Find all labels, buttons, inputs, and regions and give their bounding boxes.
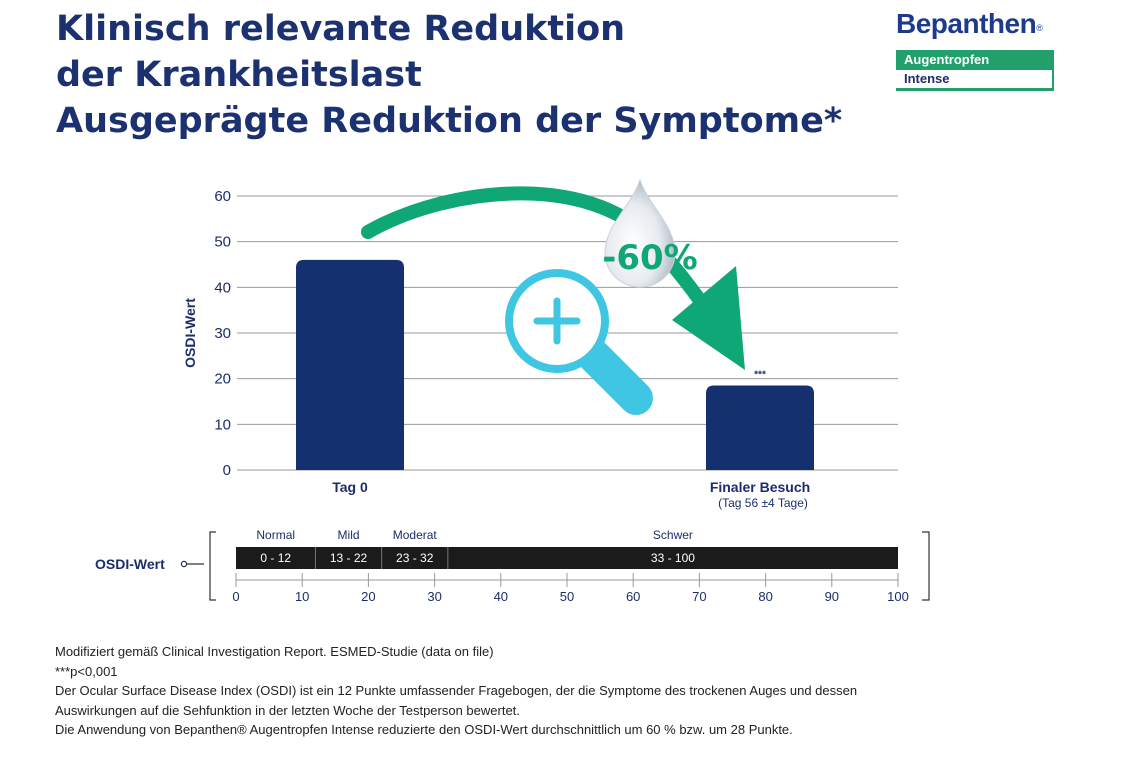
scale-segment <box>236 547 316 569</box>
title-line-3: Ausgeprägte Reduktion der Symptome* <box>56 101 843 141</box>
scale-segment-range: 0 - 12 <box>260 551 291 565</box>
magnifier-plus-icon <box>505 269 653 415</box>
scale-segment <box>315 547 382 569</box>
osdi-scale-connector-dot <box>180 560 188 568</box>
bar <box>296 259 404 470</box>
footnote-osdi-definition: Der Ocular Surface Disease Index (OSDI) … <box>55 683 858 698</box>
left-bracket <box>186 531 216 601</box>
osdi-scale-label: OSDI-Wert <box>95 556 165 572</box>
scale-segment-name: Mild <box>338 528 360 542</box>
scale-tick-label: 50 <box>560 589 574 604</box>
scale-segment <box>381 547 448 569</box>
scale-segment-range: 13 - 22 <box>330 551 368 565</box>
product-line-2: Intense <box>896 70 1054 91</box>
osdi-scale-ticks: 0 10 20 30 40 50 60 70 80 90 100 <box>232 573 909 604</box>
scale-segment-range: 33 - 100 <box>651 551 695 565</box>
scale-segment-name: Normal <box>256 528 295 542</box>
title-line-1: Klinisch relevante Reduktion <box>56 9 626 49</box>
y-axis-label: OSDI-Wert <box>182 298 198 368</box>
brand-name: Bepanthen <box>896 8 1037 39</box>
footnotes: Modifiziert gemäß Clinical Investigation… <box>55 642 1095 740</box>
curved-arrow-icon <box>361 186 745 370</box>
reduction-label: -60% <box>602 238 698 278</box>
y-tick-label: 40 <box>214 279 231 296</box>
category-labels: Tag 0 Finaler Besuch(Tag 56 ±4 Tage) <box>332 479 810 510</box>
page-title: Klinisch relevante Reduktion der Krankhe… <box>56 6 842 144</box>
category-sublabel: (Tag 56 ±4 Tage) <box>718 496 808 510</box>
title-line-2: der Krankheitslast <box>56 55 422 95</box>
scale-tick-label: 20 <box>361 589 375 604</box>
scale-segment-name: Schwer <box>653 528 693 542</box>
scale-segment-range: 23 - 32 <box>396 551 434 565</box>
water-drop-icon <box>604 178 676 288</box>
scale-segment <box>447 547 898 569</box>
y-tick-label: 0 <box>223 462 231 479</box>
y-tick-label: 10 <box>214 416 231 433</box>
osdi-segments: Normal 0 - 12 Mild 13 - 22 Moderat 23 - 32 Sch… <box>236 528 898 569</box>
right-bracket <box>922 531 930 601</box>
product-label: Augentropfen Intense <box>896 50 1054 91</box>
osdi-scale: OSDI-Wert Normal 0 - 12 Mild 13 - 22 Moderat… <box>95 528 930 604</box>
brand-wordmark: Bepanthen® <box>896 8 1060 40</box>
brand-logo: Bepanthen® Augentropfen Intense <box>896 8 1060 91</box>
scale-tick-label: 80 <box>758 589 772 604</box>
y-tick-label: 50 <box>214 234 231 251</box>
scale-tick-label: 90 <box>825 589 839 604</box>
scale-tick-label: 70 <box>692 589 706 604</box>
category-label: Finaler Besuch <box>710 479 810 495</box>
footnote-osdi-definition-cont: Auswirkungen auf die Sehfunktion in der … <box>55 702 520 718</box>
bar <box>706 385 814 470</box>
scale-tick-label: 40 <box>494 589 508 604</box>
footnote-source: Modifiziert gemäß Clinical Investigation… <box>55 644 494 659</box>
y-tick-label: 20 <box>214 371 231 388</box>
category-label: Tag 0 <box>332 479 368 495</box>
significance-label: *** <box>754 370 766 381</box>
osdi-bar-chart: 0 10 20 30 40 50 60 OSDI-Wert Tag 0 Finaler Bes… <box>95 178 930 604</box>
scale-segment-name: Moderat <box>393 528 438 542</box>
footnote-result: Die Anwendung von Bepanthen® Augentropfe… <box>55 722 793 737</box>
bars <box>296 259 814 470</box>
footnote-significance: ***p<0,001 <box>55 663 118 679</box>
y-tick-label: 60 <box>214 188 231 205</box>
scale-tick-label: 100 <box>887 589 909 604</box>
product-line-1: Augentropfen <box>896 50 1054 70</box>
registered-mark: ® <box>1036 23 1043 33</box>
scale-tick-label: 60 <box>626 589 640 604</box>
y-tick-label: 30 <box>214 325 231 342</box>
scale-tick-label: 30 <box>427 589 441 604</box>
scale-tick-label: 0 <box>232 589 239 604</box>
scale-tick-label: 10 <box>295 589 309 604</box>
y-axis-ticks: 0 10 20 30 40 50 60 <box>214 188 231 479</box>
